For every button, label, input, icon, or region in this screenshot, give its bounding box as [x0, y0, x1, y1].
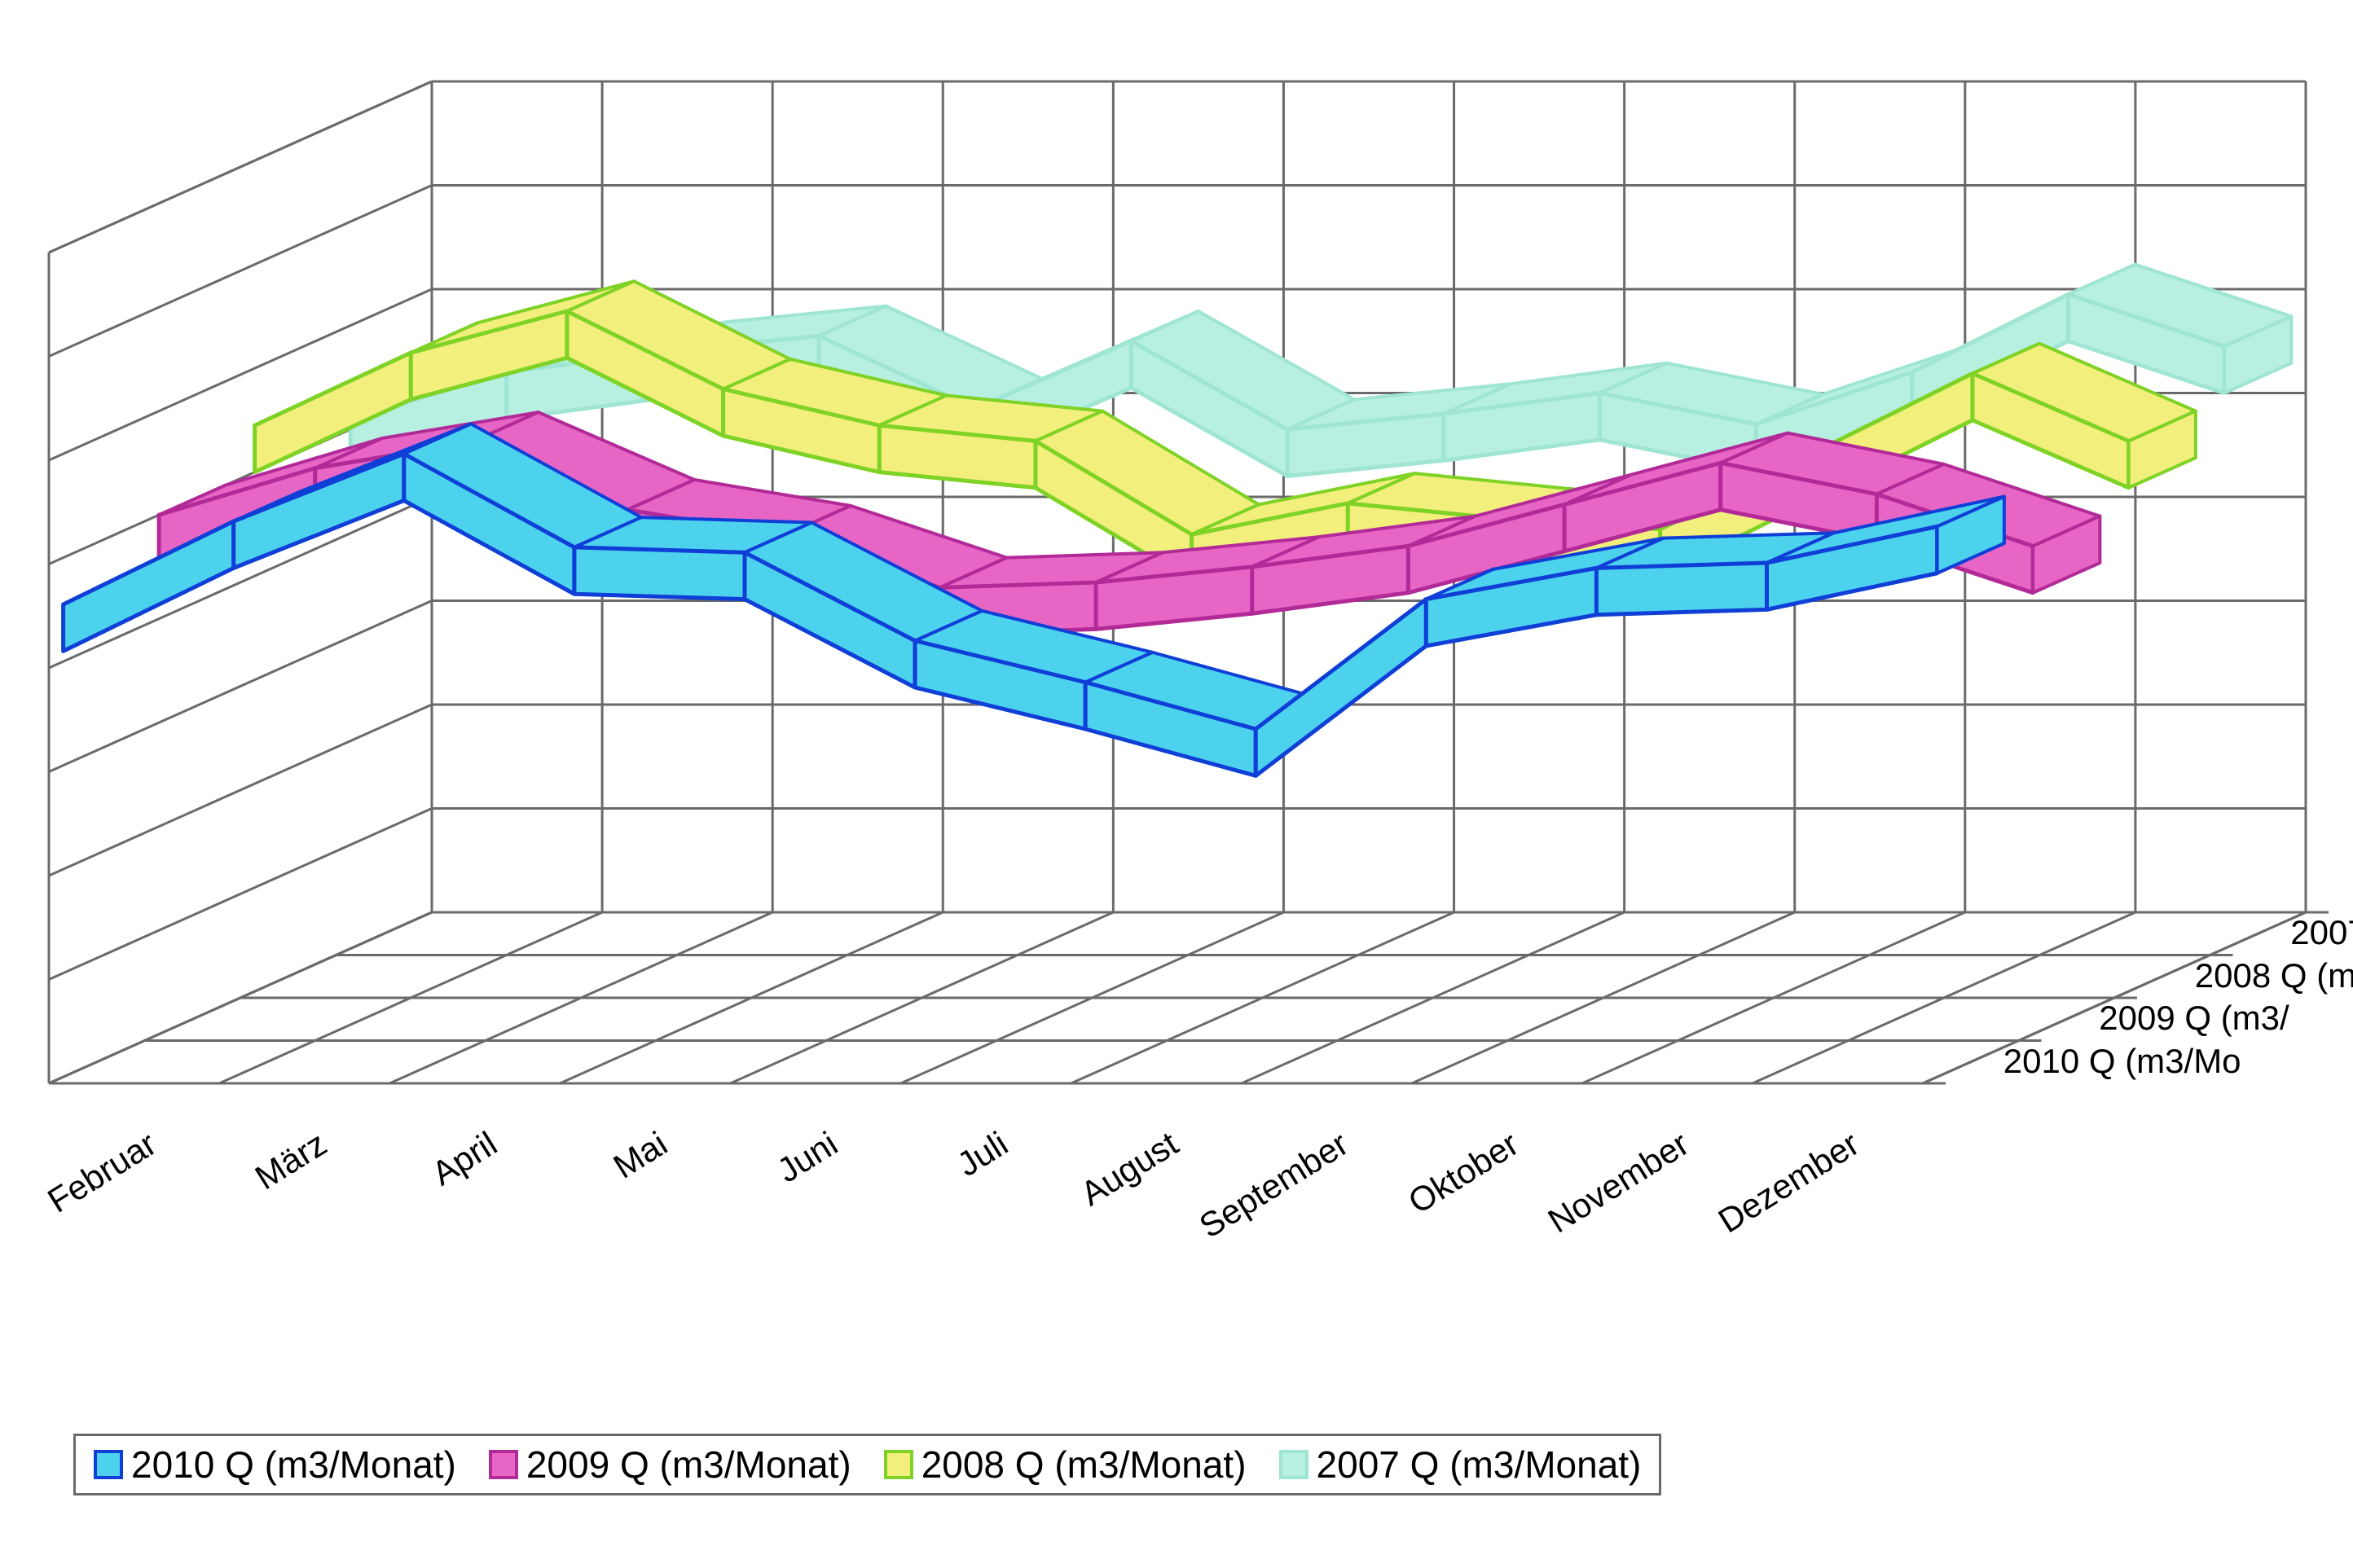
legend-swatch-2008 — [884, 1450, 913, 1479]
legend-item-2008: 2008 Q (m3/Monat) — [884, 1443, 1247, 1487]
legend-label-2008: 2008 Q (m3/Monat) — [921, 1443, 1247, 1487]
legend-swatch-2009 — [489, 1450, 518, 1479]
z-axis-label-2009: 2009 Q (m3/ — [2099, 999, 2289, 1038]
legend: 2010 Q (m3/Monat) 2009 Q (m3/Monat) 2008… — [73, 1434, 1661, 1496]
legend-label-2009: 2009 Q (m3/Monat) — [526, 1443, 851, 1487]
chart-container: 2007 Q 2008 Q (m 2009 Q (m3/ 2010 Q (m3/… — [0, 0, 2353, 1568]
legend-swatch-2010 — [94, 1450, 123, 1479]
legend-swatch-2007 — [1279, 1450, 1308, 1479]
legend-item-2009: 2009 Q (m3/Monat) — [489, 1443, 851, 1487]
z-axis-label-2010: 2010 Q (m3/Mo — [2003, 1042, 2241, 1081]
chart-svg — [0, 0, 2353, 1568]
z-axis-label-2007: 2007 Q — [2290, 913, 2353, 952]
legend-item-2010: 2010 Q (m3/Monat) — [94, 1443, 456, 1487]
z-axis-label-2008: 2008 Q (m — [2195, 956, 2353, 995]
legend-label-2007: 2007 Q (m3/Monat) — [1317, 1443, 1642, 1487]
legend-item-2007: 2007 Q (m3/Monat) — [1279, 1443, 1642, 1487]
legend-label-2010: 2010 Q (m3/Monat) — [131, 1443, 456, 1487]
